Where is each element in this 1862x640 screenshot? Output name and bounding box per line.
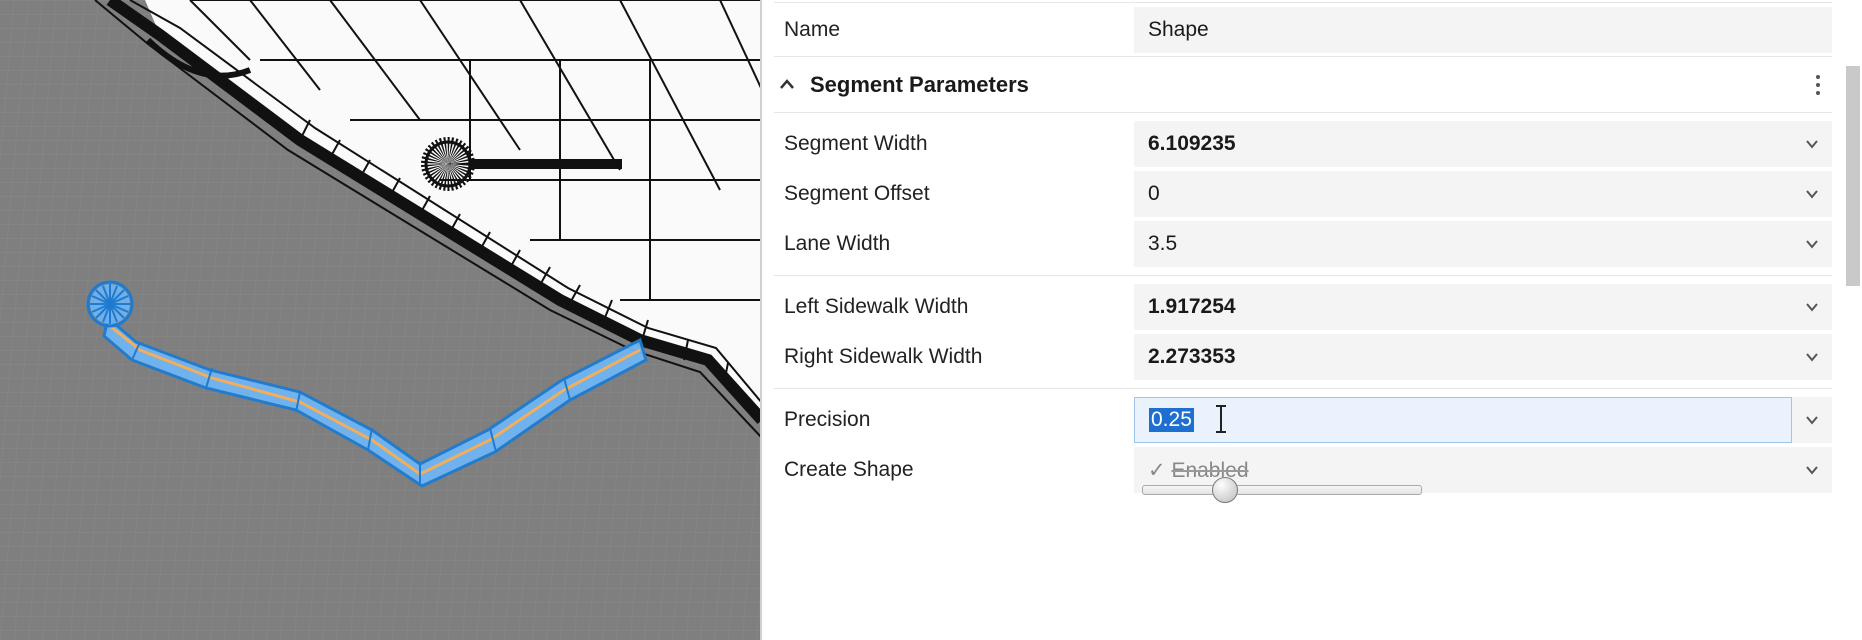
segment-offset-dropdown[interactable]: [1792, 171, 1832, 217]
left-sidewalk-input[interactable]: 1.917254: [1134, 284, 1792, 330]
precision-label: Precision: [774, 408, 1134, 432]
segment-width-input[interactable]: 6.109235: [1134, 121, 1792, 167]
chevron-down-icon: [1804, 299, 1820, 315]
chevron-down-icon: [1804, 462, 1820, 478]
3d-viewport[interactable]: [0, 0, 762, 640]
lane-width-label: Lane Width: [774, 232, 1134, 256]
chevron-down-icon: [1804, 136, 1820, 152]
kebab-menu-icon[interactable]: [1816, 75, 1820, 95]
left-sidewalk-label: Left Sidewalk Width: [774, 295, 1134, 319]
chevron-down-icon: [1804, 349, 1820, 365]
left-sidewalk-dropdown[interactable]: [1792, 284, 1832, 330]
right-sidewalk-label: Right Sidewalk Width: [774, 345, 1134, 369]
scrollbar-thumb[interactable]: [1846, 66, 1860, 286]
chevron-down-icon: [1804, 236, 1820, 252]
segment-width-dropdown[interactable]: [1792, 121, 1832, 167]
right-sidewalk-dropdown[interactable]: [1792, 334, 1832, 380]
right-sidewalk-input[interactable]: 2.273353: [1134, 334, 1792, 380]
scrollbar[interactable]: [1842, 0, 1862, 640]
section-header[interactable]: Segment Parameters: [774, 57, 1832, 113]
precision-slider[interactable]: [1142, 475, 1422, 503]
lane-width-input[interactable]: 3.5: [1134, 221, 1792, 267]
segment-offset-input[interactable]: 0: [1134, 171, 1792, 217]
text-cursor-icon: [1212, 404, 1230, 440]
chevron-down-icon: [1804, 412, 1820, 428]
chevron-down-icon: [1804, 186, 1820, 202]
segment-offset-label: Segment Offset: [774, 182, 1134, 206]
create-shape-dropdown[interactable]: [1792, 447, 1832, 493]
properties-panel: Name Shape Segment Parameters Segment Wi…: [762, 0, 1862, 640]
lane-width-dropdown[interactable]: [1792, 221, 1832, 267]
precision-dropdown[interactable]: [1792, 397, 1832, 443]
precision-input[interactable]: 0.25: [1134, 397, 1792, 443]
segment-width-label: Segment Width: [774, 132, 1134, 156]
slider-thumb[interactable]: [1212, 477, 1238, 503]
section-title: Segment Parameters: [810, 72, 1029, 98]
name-row: Name Shape: [774, 3, 1832, 57]
create-shape-label: Create Shape: [774, 458, 1134, 482]
name-label: Name: [774, 18, 1134, 42]
name-input[interactable]: Shape: [1134, 7, 1832, 53]
chevron-up-icon: [778, 76, 796, 94]
